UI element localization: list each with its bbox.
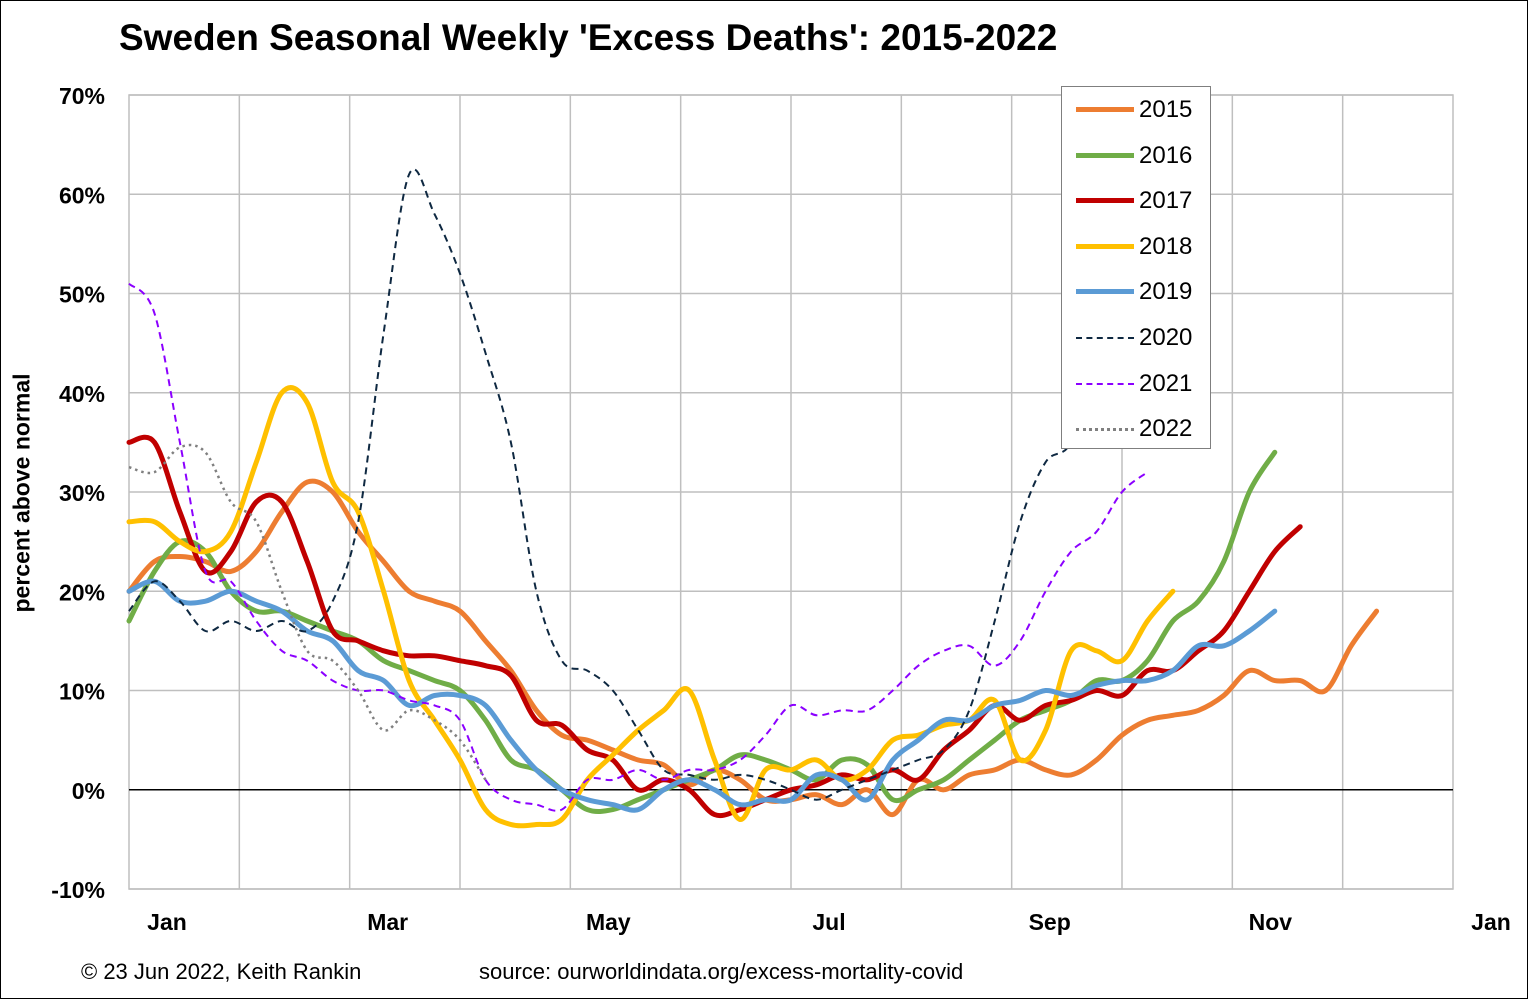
- legend-item-2016: 2016: [1076, 139, 1216, 169]
- source-note: source: ourworldindata.org/excess-mortal…: [479, 959, 964, 984]
- y-tick-label: 50%: [59, 282, 105, 308]
- legend-item-2020: 2020: [1076, 321, 1216, 351]
- chart-title: Sweden Seasonal Weekly 'Excess Deaths': …: [119, 17, 1058, 58]
- series-line-2019: [126, 578, 1278, 813]
- legend-item-2019: 2019: [1076, 275, 1216, 305]
- legend-label: 2021: [1139, 369, 1193, 397]
- legend-item-2022: 2022: [1076, 412, 1216, 442]
- legend-swatch: [1076, 152, 1134, 158]
- legend-item-2018: 2018: [1076, 230, 1216, 260]
- legend-swatch: [1076, 337, 1134, 339]
- legend-swatch: [1076, 243, 1134, 249]
- x-tick-label: Nov: [1249, 909, 1293, 935]
- copyright-note: © 23 Jun 2022, Keith Rankin: [81, 959, 362, 984]
- legend: 2015 2016 2017 2018 2019 2020 2021 2022: [1061, 86, 1211, 449]
- legend-item-2017: 2017: [1076, 184, 1216, 214]
- legend-swatch: [1076, 107, 1134, 112]
- legend-label: 2016: [1139, 141, 1193, 169]
- legend-label: 2018: [1139, 232, 1193, 260]
- series-line-2017: [126, 434, 1303, 819]
- legend-item-2015: 2015: [1076, 93, 1216, 123]
- legend-label: 2019: [1139, 278, 1193, 306]
- x-tick-label: Jul: [812, 909, 845, 935]
- series-line-2020: [128, 168, 1174, 801]
- legend-label: 2020: [1139, 324, 1193, 351]
- y-tick-label: 10%: [59, 679, 105, 705]
- y-tick-label: 0%: [72, 778, 105, 804]
- x-tick-label: Sep: [1029, 909, 1071, 935]
- y-tick-label: 20%: [59, 579, 105, 605]
- legend-label: 2017: [1139, 187, 1193, 215]
- plot-border: [128, 94, 1454, 890]
- series-line-2015: [126, 478, 1380, 818]
- x-tick-label: May: [586, 909, 631, 935]
- y-tick-label: 60%: [59, 182, 105, 208]
- y-tick-label: 30%: [59, 480, 105, 506]
- legend-swatch: [1076, 382, 1134, 385]
- legend-label: 2022: [1139, 415, 1193, 443]
- series-line-2021: [128, 282, 1149, 812]
- legend-swatch: [1076, 428, 1134, 432]
- x-tick-label: Mar: [367, 909, 408, 935]
- x-tick-label: Jan: [1471, 909, 1511, 935]
- y-tick-label: 70%: [59, 83, 105, 109]
- legend-swatch: [1076, 198, 1134, 204]
- series-line-2022: [128, 443, 487, 781]
- legend-swatch: [1076, 289, 1134, 295]
- legend-item-2021: 2021: [1076, 367, 1216, 397]
- y-tick-label: -10%: [51, 877, 105, 903]
- x-tick-label: Jan: [147, 909, 187, 935]
- legend-label: 2015: [1139, 96, 1193, 123]
- y-tick-label: 40%: [59, 381, 105, 407]
